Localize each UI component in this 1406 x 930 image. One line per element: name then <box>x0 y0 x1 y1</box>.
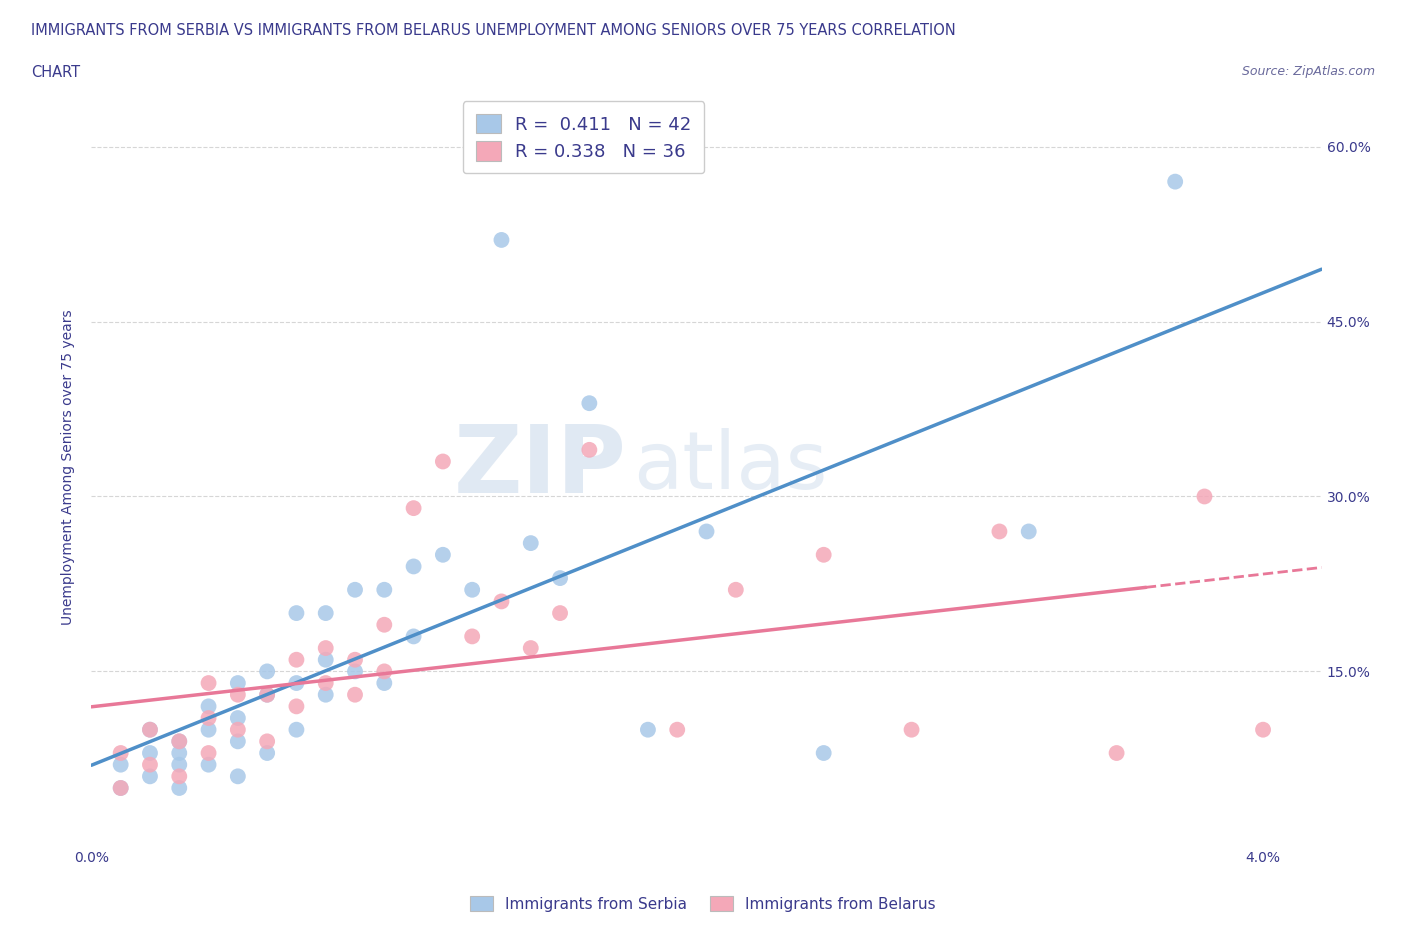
Point <box>256 664 278 679</box>
Point <box>197 757 219 772</box>
Point <box>169 780 191 795</box>
Point <box>110 780 132 795</box>
Point <box>315 675 337 690</box>
Point <box>226 675 249 690</box>
Point <box>197 711 219 725</box>
Point <box>491 594 513 609</box>
Point <box>110 746 132 761</box>
Point <box>285 605 308 620</box>
Point <box>402 500 425 515</box>
Point <box>256 687 278 702</box>
Point <box>519 536 541 551</box>
Point <box>226 769 249 784</box>
Point <box>285 699 308 714</box>
Point <box>813 548 835 563</box>
Point <box>402 629 425 644</box>
Point <box>256 734 278 749</box>
Point <box>139 746 162 761</box>
Point <box>402 559 425 574</box>
Point <box>724 582 747 597</box>
Point <box>169 757 191 772</box>
Point <box>315 641 337 656</box>
Point <box>197 699 219 714</box>
Point <box>343 652 366 667</box>
Point <box>285 652 308 667</box>
Point <box>578 396 600 411</box>
Point <box>197 675 219 690</box>
Y-axis label: Unemployment Among Seniors over 75 years: Unemployment Among Seniors over 75 years <box>62 310 76 625</box>
Point <box>169 734 191 749</box>
Point <box>197 723 219 737</box>
Point <box>139 757 162 772</box>
Point <box>343 582 366 597</box>
Point <box>169 769 191 784</box>
Legend: Immigrants from Serbia, Immigrants from Belarus: Immigrants from Serbia, Immigrants from … <box>464 889 942 918</box>
Point <box>373 675 395 690</box>
Point <box>578 443 600 458</box>
Point <box>1018 524 1040 538</box>
Point <box>373 664 395 679</box>
Text: IMMIGRANTS FROM SERBIA VS IMMIGRANTS FROM BELARUS UNEMPLOYMENT AMONG SENIORS OVE: IMMIGRANTS FROM SERBIA VS IMMIGRANTS FRO… <box>31 23 956 38</box>
Point <box>900 723 922 737</box>
Point <box>197 746 219 761</box>
Point <box>432 548 454 563</box>
Point <box>226 711 249 725</box>
Point <box>226 687 249 702</box>
Point <box>315 605 337 620</box>
Point <box>226 734 249 749</box>
Point <box>343 687 366 702</box>
Point <box>373 618 395 632</box>
Point <box>139 723 162 737</box>
Text: CHART: CHART <box>31 65 80 80</box>
Point <box>637 723 659 737</box>
Point <box>315 687 337 702</box>
Text: Source: ZipAtlas.com: Source: ZipAtlas.com <box>1241 65 1375 78</box>
Point <box>373 582 395 597</box>
Text: atlas: atlas <box>633 429 827 506</box>
Point <box>548 571 571 586</box>
Point <box>139 723 162 737</box>
Point <box>315 652 337 667</box>
Point <box>285 675 308 690</box>
Point <box>988 524 1011 538</box>
Point <box>1105 746 1128 761</box>
Point <box>110 780 132 795</box>
Point <box>285 723 308 737</box>
Text: ZIP: ZIP <box>454 421 627 513</box>
Point <box>1164 174 1187 189</box>
Point <box>139 769 162 784</box>
Point <box>226 723 249 737</box>
Point <box>519 641 541 656</box>
Point <box>1251 723 1274 737</box>
Point <box>695 524 717 538</box>
Point <box>666 723 689 737</box>
Legend: R =  0.411   N = 42, R = 0.338   N = 36: R = 0.411 N = 42, R = 0.338 N = 36 <box>463 101 704 174</box>
Point <box>256 687 278 702</box>
Point <box>461 629 484 644</box>
Point <box>432 454 454 469</box>
Point <box>110 757 132 772</box>
Point <box>256 746 278 761</box>
Point <box>169 734 191 749</box>
Point <box>461 582 484 597</box>
Point <box>548 605 571 620</box>
Point <box>491 232 513 247</box>
Point <box>169 746 191 761</box>
Point <box>343 664 366 679</box>
Point <box>1194 489 1216 504</box>
Point <box>813 746 835 761</box>
